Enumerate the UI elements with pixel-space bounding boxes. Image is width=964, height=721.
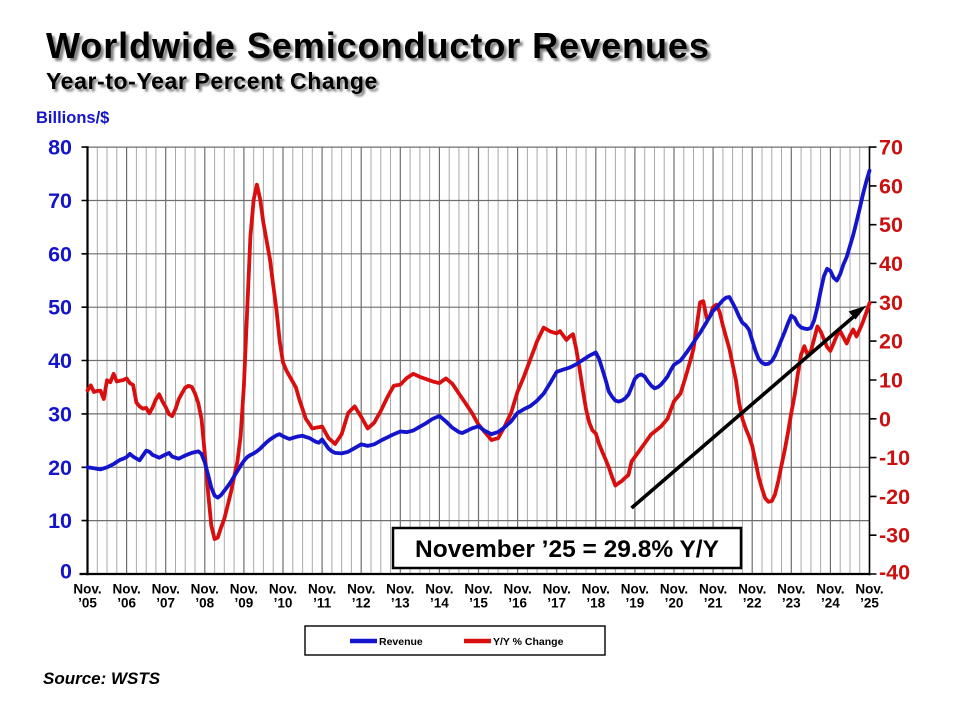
svg-text:Nov.: Nov. <box>73 582 101 597</box>
svg-text:’24: ’24 <box>821 596 840 611</box>
svg-text:’05: ’05 <box>78 596 97 611</box>
svg-text:Nov.: Nov. <box>621 582 649 597</box>
svg-text:10: 10 <box>879 369 903 393</box>
svg-text:0: 0 <box>879 407 891 431</box>
svg-text:’15: ’15 <box>469 596 488 611</box>
svg-text:10: 10 <box>48 509 72 533</box>
svg-text:Nov.: Nov. <box>543 582 571 597</box>
svg-text:Nov.: Nov. <box>308 582 336 597</box>
svg-text:Nov.: Nov. <box>464 582 492 597</box>
svg-text:’23: ’23 <box>782 596 801 611</box>
svg-text:20: 20 <box>879 330 903 354</box>
svg-text:Nov.: Nov. <box>386 582 414 597</box>
svg-text:40: 40 <box>48 349 72 373</box>
svg-text:’25: ’25 <box>860 596 879 611</box>
svg-text:’13: ’13 <box>391 596 410 611</box>
svg-text:’11: ’11 <box>313 596 332 611</box>
svg-text:’10: ’10 <box>274 596 293 611</box>
svg-text:Nov.: Nov. <box>660 582 688 597</box>
svg-text:Nov.: Nov. <box>191 582 219 597</box>
svg-text:40: 40 <box>879 252 903 276</box>
svg-text:50: 50 <box>48 296 72 320</box>
svg-text:’20: ’20 <box>665 596 684 611</box>
svg-text:60: 60 <box>48 242 72 266</box>
svg-text:November ’25 = 29.8% Y/Y: November ’25 = 29.8% Y/Y <box>415 536 719 563</box>
svg-text:’17: ’17 <box>547 596 566 611</box>
svg-text:30: 30 <box>879 291 903 315</box>
svg-text:60: 60 <box>879 174 903 198</box>
svg-text:Nov.: Nov. <box>425 582 453 597</box>
svg-text:Nov.: Nov. <box>112 582 140 597</box>
svg-text:30: 30 <box>48 402 72 426</box>
svg-text:0: 0 <box>60 560 72 584</box>
svg-text:Nov.: Nov. <box>855 582 883 597</box>
svg-text:Nov.: Nov. <box>347 582 375 597</box>
svg-text:Y/Y % Change: Y/Y % Change <box>493 636 564 648</box>
svg-text:-30: -30 <box>879 524 910 548</box>
svg-text:70: 70 <box>48 189 72 213</box>
svg-text:Nov.: Nov. <box>269 582 297 597</box>
svg-text:50: 50 <box>879 213 903 237</box>
svg-text:Nov.: Nov. <box>230 582 258 597</box>
svg-text:Nov.: Nov. <box>738 582 766 597</box>
svg-text:’18: ’18 <box>586 596 605 611</box>
svg-text:-40: -40 <box>879 561 910 585</box>
svg-text:80: 80 <box>48 136 72 160</box>
svg-text:’07: ’07 <box>156 596 175 611</box>
svg-text:’14: ’14 <box>430 596 449 611</box>
svg-text:’19: ’19 <box>626 596 645 611</box>
svg-text:-10: -10 <box>879 446 910 470</box>
svg-text:Revenue: Revenue <box>379 636 423 648</box>
svg-text:’08: ’08 <box>195 596 214 611</box>
svg-text:’16: ’16 <box>508 596 527 611</box>
svg-text:’21: ’21 <box>704 596 723 611</box>
svg-text:Nov.: Nov. <box>816 582 844 597</box>
svg-text:Nov.: Nov. <box>582 582 610 597</box>
svg-text:Nov.: Nov. <box>152 582 180 597</box>
svg-text:’22: ’22 <box>743 596 762 611</box>
svg-text:-20: -20 <box>879 485 910 509</box>
svg-text:Nov.: Nov. <box>777 582 805 597</box>
svg-text:’06: ’06 <box>117 596 136 611</box>
svg-text:Nov.: Nov. <box>503 582 531 597</box>
svg-text:’12: ’12 <box>352 596 371 611</box>
svg-text:’09: ’09 <box>235 596 254 611</box>
svg-text:70: 70 <box>879 136 903 160</box>
svg-text:20: 20 <box>48 456 72 480</box>
svg-text:Nov.: Nov. <box>699 582 727 597</box>
